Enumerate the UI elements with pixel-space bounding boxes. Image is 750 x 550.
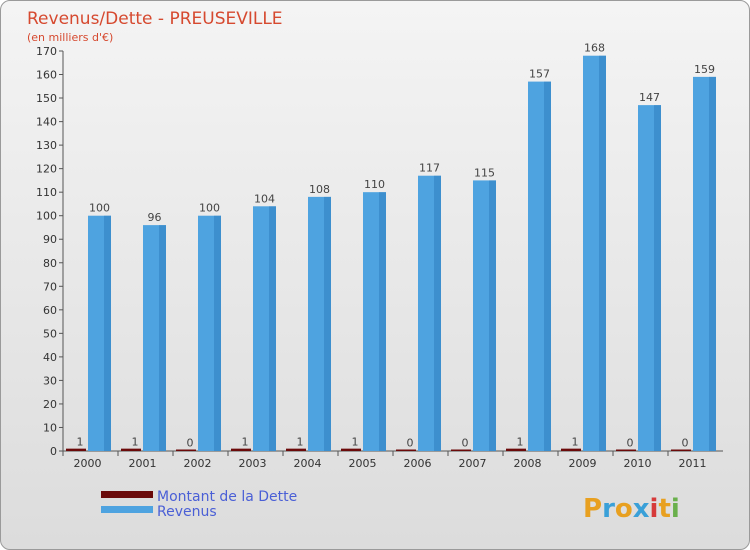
revenue-bar-shade: [709, 76, 716, 451]
logo-letter: o: [615, 494, 633, 524]
logo-letter: x: [633, 494, 650, 524]
revenue-bar-shade: [599, 55, 606, 452]
revenue-data-label: 157: [529, 68, 550, 81]
x-tick-label: 2002: [184, 457, 212, 470]
logo-letter: i: [650, 494, 659, 524]
logo-letter: i: [671, 494, 680, 524]
y-tick-label: 140: [36, 116, 57, 129]
debt-data-label: 1: [242, 436, 249, 449]
x-tick-label: 2009: [569, 457, 597, 470]
logo-letter: t: [658, 494, 670, 524]
y-tick-label: 30: [43, 374, 57, 387]
x-tick-label: 2010: [624, 457, 652, 470]
x-tick-label: 2004: [294, 457, 322, 470]
debt-bar: [451, 449, 471, 451]
x-tick-label: 2006: [404, 457, 432, 470]
y-tick-label: 10: [43, 421, 57, 434]
debt-data-label: 1: [572, 436, 579, 449]
y-tick-label: 80: [43, 257, 57, 270]
y-tick-label: 170: [36, 45, 57, 58]
debt-data-label: 1: [132, 436, 139, 449]
x-tick-label: 2000: [74, 457, 102, 470]
y-tick-label: 130: [36, 139, 57, 152]
y-tick-label: 100: [36, 210, 57, 223]
y-tick-label: 0: [50, 445, 57, 458]
logo-letter: P: [583, 494, 602, 524]
legend-swatch: [101, 491, 153, 498]
debt-bar: [286, 448, 306, 451]
legend-swatch: [101, 506, 153, 513]
revenue-bar-shade: [489, 180, 496, 452]
debt-bar: [231, 448, 251, 451]
chart-title: Revenus/Dette - PREUSEVILLE: [27, 9, 283, 29]
revenue-bar-shade: [104, 215, 111, 451]
x-tick-label: 2001: [129, 457, 157, 470]
x-tick-label: 2008: [514, 457, 542, 470]
legend-label: Revenus: [157, 504, 217, 520]
revenue-bar-shade: [324, 196, 331, 451]
debt-data-label: 0: [407, 437, 414, 450]
revenue-bar-shade: [654, 105, 661, 451]
x-axis: 2000 2001 2002 2003 2004 2005 2006 2007 2008 2009…: [62, 450, 723, 470]
y-tick-label: 160: [36, 69, 57, 82]
debt-bar: [671, 449, 691, 451]
debt-data-label: 1: [297, 436, 304, 449]
revenue-data-label: 117: [419, 162, 440, 175]
y-tick-label: 150: [36, 92, 57, 105]
chart-subtitle: (en milliers d'€): [27, 31, 113, 44]
debt-bar: [506, 448, 526, 451]
y-tick-label: 60: [43, 304, 57, 317]
legend-label: Montant de la Dette: [157, 489, 297, 505]
revenue-bar-shade: [379, 192, 386, 452]
y-tick-label: 120: [36, 163, 57, 176]
debt-bar: [121, 448, 141, 451]
revenue-data-label: 110: [364, 178, 385, 191]
revenue-data-label: 104: [254, 192, 275, 205]
revenue-bar-shade: [214, 215, 221, 451]
revenue-bar-shade: [544, 81, 551, 452]
logo-letter: r: [602, 494, 615, 524]
revenue-bar-shade: [159, 225, 166, 451]
debt-bar: [176, 449, 196, 451]
proxiti-logo: Proxiti: [583, 494, 680, 524]
y-tick-label: 20: [43, 398, 57, 411]
revenue-data-label: 100: [89, 202, 110, 215]
revenue-data-label: 100: [199, 202, 220, 215]
revenue-data-label: 159: [694, 63, 715, 76]
x-tick-label: 2007: [459, 457, 487, 470]
y-tick-label: 110: [36, 186, 57, 199]
y-tick-label: 50: [43, 327, 57, 340]
revenue-data-label: 115: [474, 166, 495, 179]
y-tick-label: 40: [43, 351, 57, 364]
debt-data-label: 0: [682, 437, 689, 450]
debt-data-label: 0: [627, 437, 634, 450]
x-tick-label: 2011: [679, 457, 707, 470]
revenue-data-label: 147: [639, 91, 660, 104]
debt-data-label: 0: [187, 437, 194, 450]
debt-bar: [341, 448, 361, 451]
revenue-bar-shade: [434, 175, 441, 452]
y-tick-label: 90: [43, 233, 57, 246]
revenue-data-label: 108: [309, 183, 330, 196]
revenue-data-label: 168: [584, 42, 605, 55]
revenue-data-label: 96: [148, 211, 162, 224]
debt-data-label: 1: [352, 436, 359, 449]
debt-bar: [396, 449, 416, 451]
y-axis: 0 10 20 30 40 50 60 70 80 90 100 110 120 130 140 150 160…: [36, 45, 64, 458]
debt-bar: [561, 448, 581, 451]
y-tick-label: 70: [43, 280, 57, 293]
debt-bar: [66, 448, 86, 451]
debt-data-label: 1: [517, 436, 524, 449]
debt-data-label: 1: [77, 436, 84, 449]
x-tick-label: 2003: [239, 457, 267, 470]
x-tick-label: 2005: [349, 457, 377, 470]
debt-data-label: 0: [462, 437, 469, 450]
bars-group: 1100196010011041108111001170115115711680…: [66, 42, 716, 452]
revenue-bar-shade: [269, 206, 276, 451]
debt-bar: [616, 449, 636, 451]
